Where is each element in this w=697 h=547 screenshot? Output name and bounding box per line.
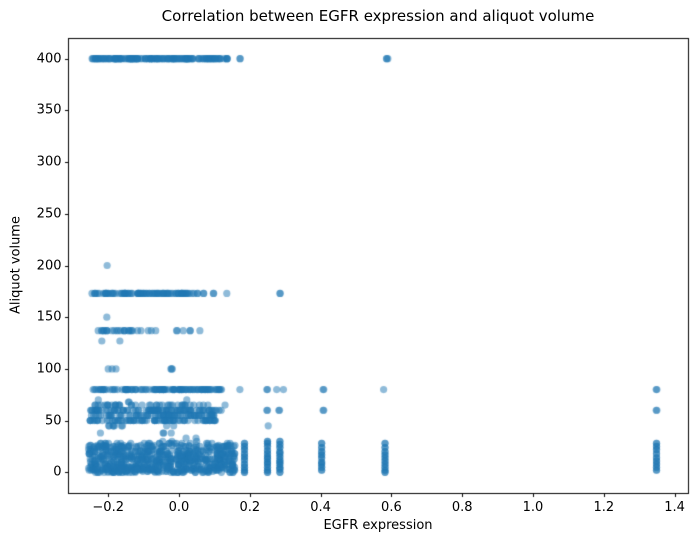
y-tick-label: 50 [44, 413, 62, 429]
y-tick-label: 350 [36, 102, 62, 118]
y-tick-label: 200 [36, 258, 62, 273]
y-axis-label: Aliquot volume [8, 216, 24, 314]
x-tick-label: 0.8 [451, 499, 473, 515]
x-tick-label: 0.4 [310, 499, 331, 515]
x-tick-label: 0.6 [381, 499, 402, 515]
x-tick-label: 0.2 [239, 499, 261, 515]
chart-title: Correlation between EGFR expression and … [161, 7, 595, 25]
y-tick-label: 250 [36, 206, 62, 222]
x-tick-label: 0.0 [168, 499, 190, 515]
x-tick-label: 1.0 [522, 499, 544, 515]
y-tick-label: 150 [36, 309, 62, 325]
y-tick-label: 100 [36, 361, 62, 377]
y-tick-label: 0 [53, 464, 62, 480]
y-tick-label: 400 [36, 51, 62, 67]
x-tick-label: −0.2 [92, 499, 124, 515]
x-axis-label: EGFR expression [323, 518, 433, 533]
y-tick-label: 300 [36, 154, 62, 170]
x-tick-label: 1.4 [664, 499, 685, 515]
x-tick-label: 1.2 [593, 499, 615, 515]
